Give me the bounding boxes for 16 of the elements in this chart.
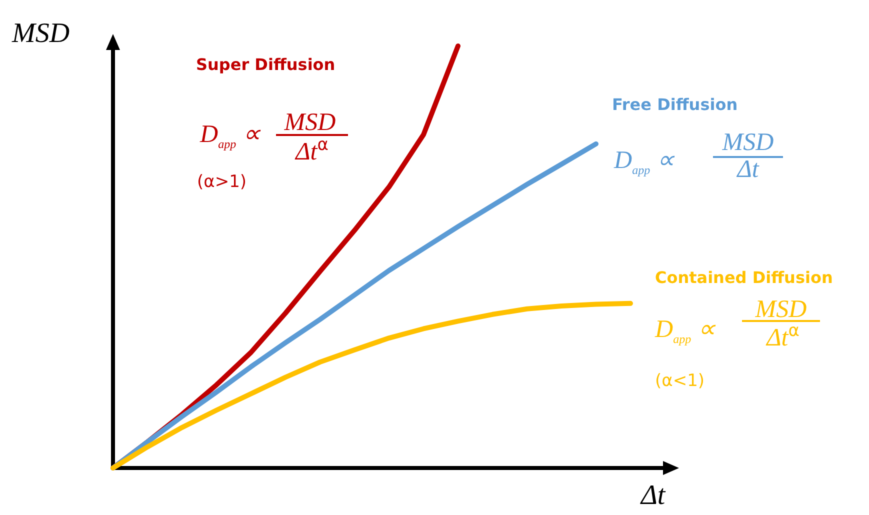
- text: Free Diffusion: [612, 95, 738, 114]
- annotation: D$_{app}$ ∝: [200, 121, 260, 151]
- annotation: Δt$^{α}$: [296, 135, 328, 166]
- annotation: (α>1): [197, 172, 247, 192]
- y-axis-title: MSD: [12, 18, 70, 49]
- annotation: MSD: [284, 109, 336, 136]
- series-label: Contained Diffusion: [655, 268, 833, 287]
- text: MSD: [755, 296, 807, 323]
- annotation: D$_{app}$ ∝: [614, 147, 674, 177]
- annotation: D$_{app}$ ∝: [655, 316, 716, 346]
- annotation: (α<1): [655, 371, 705, 391]
- text: Δt: [737, 156, 759, 183]
- x-axis-title: Δt: [641, 480, 666, 511]
- text: Δt$^{α}$: [766, 321, 800, 352]
- text: MSD: [722, 129, 774, 156]
- text: Super Diffusion: [196, 55, 336, 74]
